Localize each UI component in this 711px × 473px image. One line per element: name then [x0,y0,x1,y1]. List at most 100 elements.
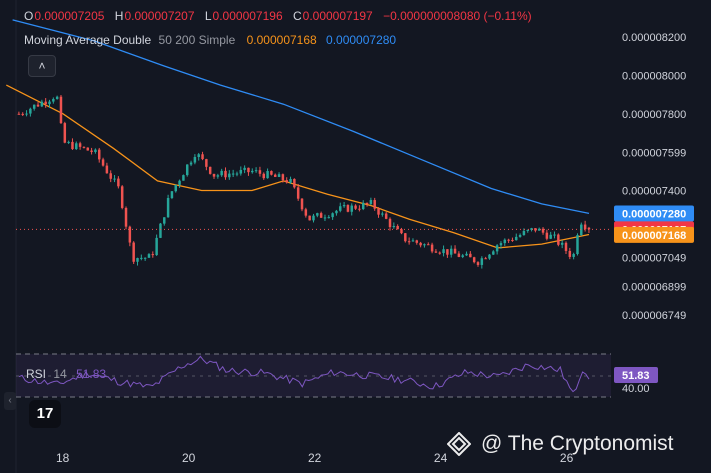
candle-body [580,224,583,236]
ohlc-legend: O0.000007205 H0.000007207 L0.000007196 C… [24,9,539,23]
candle-body [143,257,147,259]
candle-body [400,229,403,234]
candles [17,94,591,269]
candle-body [377,208,380,215]
rsi-name: RSI [26,367,47,381]
tradingview-logo[interactable]: 17 [29,400,61,428]
candle-body [59,96,63,124]
candle-body [109,173,112,179]
candle-body [572,254,575,257]
rsi-band-label: 40.00 [622,383,650,395]
candle-body [273,174,277,177]
candle-body [388,218,392,228]
price-tick-label: 0.000007400 [622,185,686,197]
candle-body [136,258,139,262]
candle-body [29,108,32,114]
candle-body [526,229,529,232]
candle-body [461,255,464,257]
candle-body [216,175,220,177]
ma-legend[interactable]: Moving Average Double 50 200 Simple 0.00… [24,33,396,47]
candle-body [208,166,212,174]
price-tick-label: 0.000006899 [622,281,686,293]
candle-body [52,99,55,102]
candle-body [537,228,541,231]
candle-body [235,173,239,175]
time-axis: 18 20 22 24 26 [56,451,574,465]
ma50-line [6,84,590,249]
rsi-current-tag [614,367,658,383]
candle-body [534,228,537,231]
candle-body [564,242,568,251]
candle-body [228,173,231,178]
high-label: H [114,9,124,23]
candle-body [365,202,369,204]
time-tick-label: 20 [182,451,196,465]
candle-body [423,244,426,246]
candle-body [170,191,174,199]
candle-body [438,252,441,254]
candle-body [316,213,319,216]
candle-body [404,233,407,242]
candle-body [97,149,101,160]
price-tag-ma200 [614,205,694,222]
candle-body [55,96,59,100]
candle-body [90,150,93,153]
candle-body [21,113,24,115]
price-tick-label: 0.000007800 [622,109,686,121]
candle-body [178,180,181,185]
price-tag-ma50 [614,226,694,243]
candle-body [78,143,82,147]
candle-body [285,180,288,183]
candle-body [587,227,591,230]
candle-body [342,205,346,207]
tradingview-logo-text: 17 [36,405,54,422]
candle-body [166,198,170,218]
rsi-legend[interactable]: RSI 14 51.83 [26,367,106,381]
price-tick-label: 0.000006749 [622,310,686,322]
rsi-params: 14 [53,367,67,381]
candle-body [71,141,74,150]
candle-body [185,164,189,176]
open-value: 0.000007205 [34,9,105,23]
candle-body [251,170,254,173]
candle-body [247,167,250,173]
candle-body [312,215,315,221]
ma50-value: 0.000007168 [246,33,317,47]
candle-body [530,228,533,230]
candle-body [361,202,365,210]
rsi-line [18,355,590,393]
chevron-up-icon: ˄ [38,59,46,73]
candle-body [32,104,36,109]
candle-body [339,206,342,211]
candle-body [511,239,514,241]
candle-body [25,113,28,115]
candle-body [522,231,526,236]
candle-body [293,178,296,188]
rsi-current-label: 51.83 [622,370,650,382]
candle-body [101,159,105,166]
candle-body [128,226,132,243]
candle-body [331,213,334,218]
candle-body [243,167,246,170]
collapse-legend-button[interactable]: ˄ [28,55,56,77]
candle-body [369,200,373,204]
candle-body [411,240,415,242]
candle-body [557,234,560,245]
candle-body [583,224,587,230]
candle-body [407,241,411,243]
candle-body [231,173,235,175]
candle-body [239,169,243,174]
candle-body [503,239,507,244]
candle-body [189,162,193,165]
scroll-left-button[interactable]: ‹ [4,392,16,410]
candle-body [545,232,549,239]
candle-body [86,147,90,151]
candle-body [457,253,461,257]
candle-body [308,215,311,221]
candle-body [132,242,135,262]
ma200-line [12,19,590,215]
candle-body [117,178,120,187]
candle-body [327,217,331,219]
candle-body [358,208,361,210]
